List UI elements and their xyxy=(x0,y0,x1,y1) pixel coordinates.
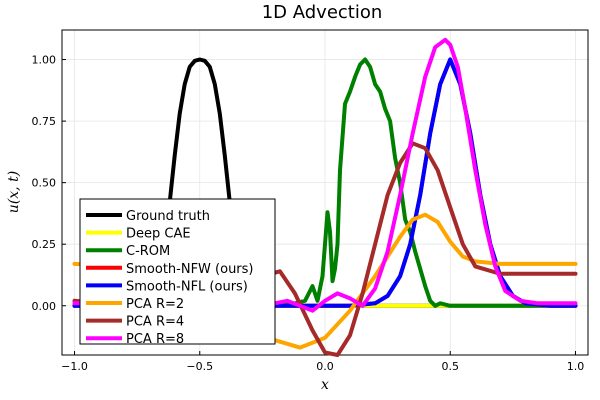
legend-entry-smooth-nfw-ours: Smooth-NFW (ours) xyxy=(126,262,254,277)
y-tick-label: 0.25 xyxy=(32,238,57,251)
legend-entry-smooth-nfl-ours: Smooth-NFL (ours) xyxy=(126,279,248,294)
x-tick-label: −0.5 xyxy=(186,360,213,373)
legend: Ground truth Deep CAE C-ROM Smooth-NFW (our… xyxy=(79,198,276,347)
chart-title: 1D Advection xyxy=(262,2,383,23)
legend-entry-pca-r-4: PCA R=4 xyxy=(126,315,184,330)
series-line-c-rom xyxy=(72,57,578,308)
x-axis-label: x xyxy=(321,377,329,393)
legend-entry-pca-r-2: PCA R=2 xyxy=(126,297,184,312)
y-tick-label: 1.00 xyxy=(32,54,57,67)
axis-ticks: −1.0 −0.5 0.0 0.5 1.0 0.00 0.25 0.50 0.75 1.00 xyxy=(32,54,585,373)
y-axis-label: u(x, t) xyxy=(6,171,22,213)
legend-entry-ground-truth: Ground truth xyxy=(126,209,210,224)
legend-entry-pca-r-8: PCA R=8 xyxy=(126,332,184,347)
x-tick-label: −1.0 xyxy=(61,360,88,373)
y-tick-label: 0.50 xyxy=(32,177,57,190)
y-tick-label: 0.75 xyxy=(32,115,57,128)
x-tick-label: 1.0 xyxy=(567,360,585,373)
y-tick-label: 0.00 xyxy=(32,300,57,313)
x-tick-label: 0.0 xyxy=(316,360,334,373)
legend-entry-c-rom: C-ROM xyxy=(126,244,170,259)
x-tick-label: 0.5 xyxy=(441,360,459,373)
legend-entry-deep-cae: Deep CAE xyxy=(126,227,191,242)
